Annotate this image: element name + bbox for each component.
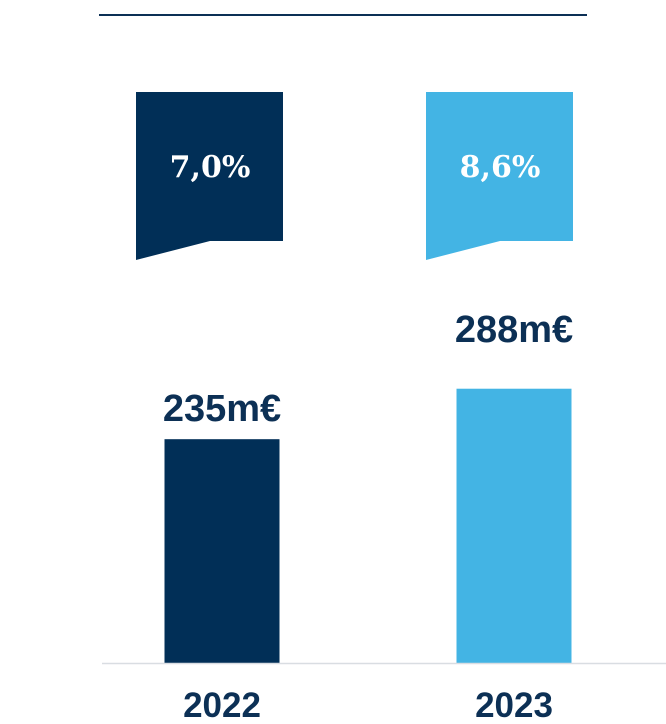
percentage-callout-2022 (136, 92, 283, 260)
bar-2022 (164, 439, 280, 663)
percentage-callout-2023 (426, 92, 573, 260)
labels: 235m€ 288m€ 2022 2023 7,0% 8,6% (163, 150, 573, 724)
bar-2023 (456, 388, 572, 663)
value-label-2022: 235m€ (163, 388, 281, 430)
x-tick-label-2023: 2023 (475, 686, 553, 724)
bars (164, 388, 572, 663)
percentage-label-2022: 7,0% (170, 150, 251, 185)
percentage-label-2023: 8,6% (460, 150, 541, 185)
value-label-2023: 288m€ (455, 309, 573, 351)
x-tick-label-2022: 2022 (183, 686, 261, 724)
percentage-callouts (136, 92, 573, 260)
